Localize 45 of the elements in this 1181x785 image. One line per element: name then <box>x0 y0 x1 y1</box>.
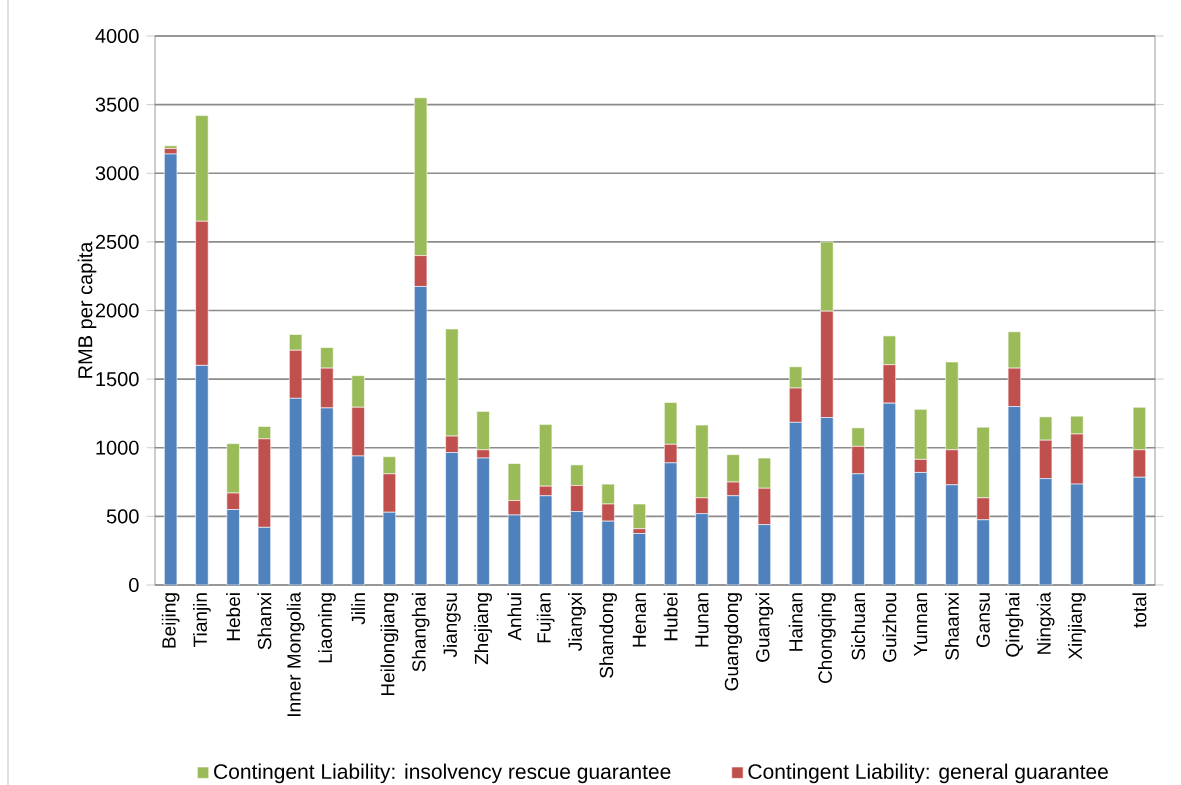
x-tick-label: Fujian <box>536 593 555 643</box>
x-tick-label: Jiangsu <box>443 593 461 658</box>
bar <box>632 503 646 530</box>
y-tick-label: 1000 <box>96 440 139 455</box>
x-tick-label: Inner Mongolia <box>286 592 305 716</box>
x-tick-label: Chongqing <box>818 593 836 683</box>
x-tick-label: total <box>1132 593 1147 628</box>
x-tick-label: Anhui <box>507 593 522 641</box>
legend-label: Contingent Liability: general guarantee <box>748 763 1108 784</box>
y-tick-label: 0 <box>129 577 139 593</box>
x-tick-label: Hebei <box>226 593 241 641</box>
x-tick-label: Guizhou <box>882 593 897 662</box>
y-tick-label: 2500 <box>95 234 139 249</box>
x-tick-label: Sichuan <box>851 593 866 660</box>
x-tick-label: Guangxi <box>755 593 774 662</box>
x-tick-label: Zhejiang <box>474 593 492 665</box>
x-tick-label: Ningxia <box>1036 592 1055 654</box>
bar <box>164 145 178 149</box>
x-tick-label: Liaoning <box>318 593 336 663</box>
x-tick-label: Gansu <box>976 593 990 648</box>
x-tick-label: Guangdong <box>724 593 742 691</box>
x-tick-label: Shaanxi <box>944 593 959 660</box>
x-tick-label: Beijing <box>161 593 180 648</box>
y-tick-label: 4000 <box>95 28 139 44</box>
x-tick-label: Heilongjiang <box>380 593 399 696</box>
x-tick-label: Hainan <box>788 593 803 651</box>
x-tick-label: Henan <box>632 593 647 647</box>
x-tick-label: Qinghai <box>1005 593 1024 657</box>
x-tick-label: Shanxi <box>257 593 272 650</box>
x-tick-label: Xinjiang <box>1068 593 1086 660</box>
x-tick-label: Jilin <box>351 593 366 625</box>
y-axis-title: RMB per capita <box>77 241 97 378</box>
y-tick-label: 3500 <box>95 97 139 112</box>
y-tick-label: 3000 <box>95 166 139 181</box>
x-tick-label: Hunan <box>695 593 709 647</box>
legend-label: Contingent Liability: insolvency rescue guarantee <box>214 763 671 784</box>
x-tick-label: Tianjin <box>193 593 211 647</box>
x-tick-label: Shandong <box>599 593 617 678</box>
x-tick-label: Shanghai <box>411 593 430 672</box>
x-tick-label: Hubei <box>663 593 678 641</box>
y-tick-label: 1500 <box>96 372 139 387</box>
x-tick-label: Jiangxi <box>568 593 586 651</box>
y-tick-label: 2000 <box>95 303 139 318</box>
y-tick-label: 500 <box>106 509 139 524</box>
x-tick-label: Yunnan <box>914 593 928 657</box>
